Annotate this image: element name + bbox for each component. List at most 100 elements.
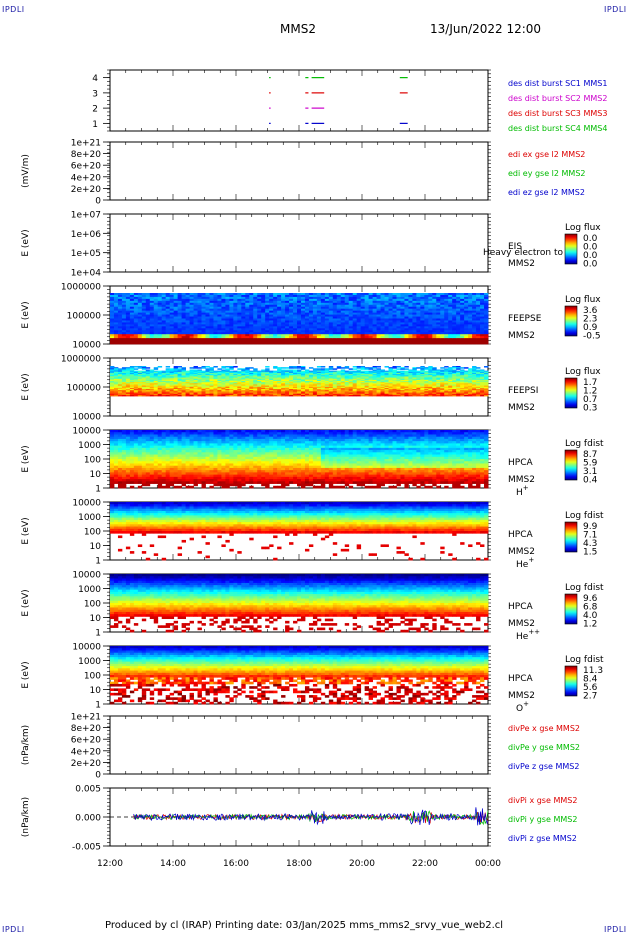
hpca-he2-species-charge: ++ — [528, 628, 540, 636]
hpca-o-colorbar-tick: 11.3 — [583, 666, 603, 676]
hpca-h-colorbar-tick: 0.4 — [583, 476, 598, 486]
feeps-e-tick-label: 100000 — [67, 312, 102, 322]
divpi-tick-label: 0.000 — [75, 814, 101, 824]
hpca-he2-tick-label: 100 — [84, 600, 101, 610]
hpca-he1-species-label: He+ — [516, 556, 534, 570]
divpe-tick-label: 1e+21 — [71, 713, 101, 723]
burst-legend-entry: des dist burst SC1 MMS1 — [508, 79, 607, 88]
eis-frame — [109, 213, 489, 273]
eis-tick-label: 1e+04 — [71, 269, 102, 279]
eis-instrument-label: EIS — [508, 242, 522, 252]
hpca-he2-colorbar-tick: 4.0 — [583, 611, 598, 621]
burst-legend-entry: des dist burst SC2 MMS2 — [508, 94, 607, 103]
hpca-h-spectrogram — [110, 430, 489, 489]
feeps-e-instrument-label: FEEPSE — [508, 314, 542, 324]
hpca-o-tick-label: 1 — [95, 701, 101, 711]
hpca-h-spacecraft-label: MMS2 — [508, 475, 535, 485]
hpca-o-species-label: O+ — [516, 700, 529, 714]
hpca-he2-tick-label: 10000 — [72, 571, 101, 581]
hpca-he2-colorbar-tick: 9.6 — [583, 594, 598, 604]
feeps-e-colorbar-tick: 3.6 — [583, 306, 598, 316]
edi-e-legend-entry: edi ey gse l2 MMS2 — [508, 169, 586, 178]
hpca-he1-colorbar-tick: 1.5 — [583, 548, 597, 558]
corner-mark-bottom-left: IPDLI — [2, 925, 25, 934]
feeps-e-colorbar-tick: -0.5 — [583, 332, 601, 342]
hpca-h-colorbar — [564, 449, 578, 481]
hpca-o-ylabel: E (eV) — [21, 661, 31, 688]
feeps-i-colorbar-tick: 0.7 — [583, 395, 597, 405]
hpca-h-species-label: H+ — [516, 484, 529, 498]
divpe-legend-entry: divPe y gse MMS2 — [508, 743, 580, 752]
divpe-tick-label: 4e+20 — [71, 747, 102, 757]
burst-frame — [109, 69, 489, 132]
eis-colorbar-tick: 0.0 — [583, 234, 598, 244]
hpca-he2-spacecraft-label: MMS2 — [508, 619, 535, 629]
hpca-he1-species-charge: + — [528, 556, 534, 564]
divpe-frame — [109, 715, 489, 775]
time-axis-tick-label: 18:00 — [286, 859, 312, 869]
hpca-he1-colorbar-tick: 9.9 — [583, 522, 598, 532]
edi-e-tick-label: 2e+20 — [71, 185, 102, 195]
divpe-legend-entry: divPe z gse MMS2 — [508, 762, 579, 771]
time-axis-tick-label: 16:00 — [223, 859, 249, 869]
hpca-o-colorbar — [564, 665, 578, 697]
edi-e-tick-label: 8e+20 — [71, 150, 102, 160]
hpca-he2-colorbar-tick: 1.2 — [583, 620, 597, 630]
hpca-he1-spacecraft-label: MMS2 — [508, 547, 535, 557]
hpca-he2-colorbar-tick: 6.8 — [583, 603, 598, 613]
divpi-ylabel: (nPa/km) — [21, 797, 31, 837]
eis-tick-label: 1e+06 — [71, 230, 102, 240]
hpca-o-colorbar-title: Log fdist — [565, 655, 604, 665]
feeps-i-colorbar-title: Log flux — [565, 367, 601, 377]
hpca-o-spectrogram — [110, 646, 489, 705]
time-axis-tick-label: 12:00 — [97, 859, 123, 869]
hpca-h-instrument-label: HPCA — [508, 458, 533, 468]
eis-colorbar-tick: 0.0 — [583, 260, 598, 270]
eis-tick-label: 1e+07 — [71, 211, 101, 221]
hpca-o-tick-label: 1000 — [78, 657, 101, 667]
hpca-he2-ylabel: E (eV) — [21, 589, 31, 616]
hpca-h-colorbar-tick: 8.7 — [583, 450, 597, 460]
feeps-i-ylabel: E (eV) — [21, 373, 31, 400]
hpca-o-colorbar-tick: 8.4 — [583, 675, 598, 685]
hpca-he1-tick-label: 1 — [95, 557, 101, 567]
divpi-tick-label: 0.005 — [75, 785, 101, 795]
edi-e-frame — [109, 141, 489, 201]
feeps-e-colorbar-tick: 2.3 — [583, 315, 597, 325]
eis-colorbar — [564, 233, 578, 265]
hpca-o-tick-label: 100 — [84, 672, 101, 682]
burst-legend-entry: des dist burst SC4 MMS4 — [508, 124, 607, 133]
feeps-i-tick-label: 100000 — [67, 384, 102, 394]
hpca-he2-spectrogram — [110, 574, 489, 633]
hpca-o-species-charge: + — [523, 700, 529, 708]
divpe-legend-entry: divPe x gse MMS2 — [508, 724, 580, 733]
edi-e-legend-entry: edi ez gse l2 MMS2 — [508, 188, 585, 197]
hpca-he1-tick-label: 10 — [90, 542, 102, 552]
feeps-i-colorbar-tick: 1.2 — [583, 387, 597, 397]
hpca-h-colorbar-tick: 3.1 — [583, 467, 597, 477]
feeps-i-spacecraft-label: MMS2 — [508, 403, 535, 413]
time-axis-tick-label: 20:00 — [349, 859, 375, 869]
eis-overlay-text: Heavy electron to — [483, 248, 563, 258]
feeps-e-spectrogram — [110, 293, 489, 345]
time-axis-tick-label: 00:00 — [475, 859, 501, 869]
edi-e-tick-label: 1e+21 — [71, 139, 101, 149]
eis-spacecraft-label: MMS2 — [508, 259, 535, 269]
hpca-he1-tick-label: 100 — [84, 528, 101, 538]
hpca-he1-ylabel: E (eV) — [21, 517, 31, 544]
divpe-tick-label: 8e+20 — [71, 724, 102, 734]
eis-tick-label: 1e+05 — [71, 249, 101, 259]
burst-tick-label: 2 — [92, 105, 98, 115]
divpi-legend-entry: divPi z gse MMS2 — [508, 834, 577, 843]
feeps-e-colorbar-tick: 0.9 — [583, 323, 598, 333]
burst-tick-label: 1 — [92, 120, 98, 130]
hpca-he2-tick-label: 1000 — [78, 585, 101, 595]
edi-e-ylabel: (mV/m) — [21, 154, 31, 188]
divpi-series-line — [133, 807, 489, 826]
hpca-h-tick-label: 1 — [95, 485, 101, 495]
feeps-e-colorbar — [564, 305, 578, 337]
feeps-e-spacecraft-label: MMS2 — [508, 331, 535, 341]
hpca-he1-colorbar-tick: 7.1 — [583, 531, 597, 541]
divpe-ylabel: (nPa/km) — [21, 725, 31, 765]
divpe-tick-label: 2e+20 — [71, 759, 102, 769]
